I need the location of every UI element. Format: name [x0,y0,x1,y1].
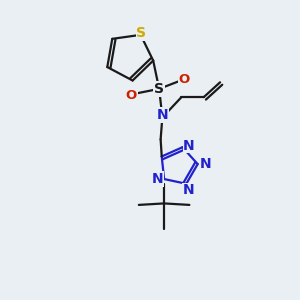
Text: N: N [199,157,211,171]
Text: N: N [183,183,194,197]
Text: O: O [126,89,137,102]
Text: S: S [136,26,146,40]
Text: S: S [154,82,164,96]
Text: N: N [183,139,195,153]
Text: N: N [152,172,164,186]
Text: O: O [179,74,190,86]
Text: N: N [156,108,168,122]
